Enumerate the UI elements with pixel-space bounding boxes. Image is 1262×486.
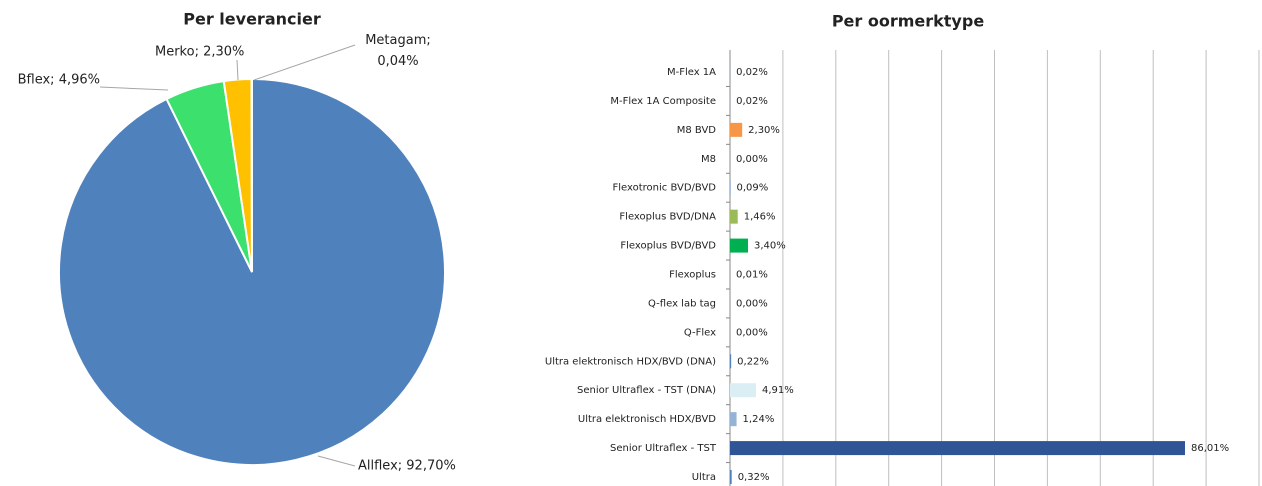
value-label: 0,00% (736, 327, 768, 338)
y-tick-label: Ultra elektronisch HDX/BVD (DNA) (545, 356, 716, 367)
slice-label: Metagam; 0,04% (365, 33, 431, 69)
leader-line (236, 59, 239, 81)
label-line: 0,04% (377, 54, 418, 69)
pie-title: Per leverancier (183, 10, 321, 29)
bar (730, 470, 732, 485)
bar (730, 238, 748, 253)
value-label: 0,00% (736, 154, 768, 165)
slice-label: Bflex; 4,96% (18, 73, 100, 88)
leader-line (99, 86, 169, 91)
leader-line (317, 455, 356, 467)
slice-label: Allflex; 92,70% (358, 459, 456, 474)
y-tick-label: Ultra (692, 472, 716, 483)
slice-label: Merko; 2,30% (155, 45, 244, 60)
bar (730, 383, 756, 398)
y-tick-label: M8 BVD (677, 125, 717, 136)
value-label: 0,00% (736, 298, 768, 309)
y-tick-label: M-Flex 1A (667, 67, 716, 78)
value-label: 0,22% (737, 356, 769, 367)
bar (730, 354, 732, 369)
y-tick-label: Senior Ultraflex - TST (610, 443, 717, 454)
y-tick-label: Q-Flex (684, 327, 716, 338)
bar (730, 441, 1185, 456)
value-label: 4,91% (762, 385, 794, 396)
value-label: 2,30% (748, 125, 780, 136)
y-tick-label: Flexotronic BVD/BVD (612, 183, 716, 194)
y-tick-label: M8 (701, 154, 716, 165)
y-tick-label: Q-flex lab tag (648, 298, 716, 309)
leader-line (253, 44, 356, 81)
value-label: 0,01% (736, 270, 768, 281)
value-label: 1,46% (744, 212, 776, 223)
value-label: 0,09% (736, 183, 768, 194)
value-label: 1,24% (743, 414, 775, 425)
bar (730, 122, 743, 137)
value-label: 0,32% (738, 472, 770, 483)
bar (730, 412, 737, 427)
bar (730, 209, 738, 224)
value-label: 3,40% (754, 241, 786, 252)
y-tick-label: Flexoplus BVD/DNA (619, 212, 716, 223)
value-label: 0,02% (736, 96, 768, 107)
y-tick-label: Ultra elektronisch HDX/BVD (578, 414, 716, 425)
value-label: 86,01% (1191, 443, 1229, 454)
y-tick-label: Senior Ultraflex - TST (DNA) (577, 385, 716, 396)
label-line: Metagam; (365, 33, 431, 48)
value-label: 0,02% (736, 67, 768, 78)
y-tick-label: Flexoplus (669, 270, 716, 281)
y-tick-label: Flexoplus BVD/BVD (620, 241, 716, 252)
bar-title: Per oormerktype (832, 12, 985, 31)
y-tick-label: M-Flex 1A Composite (610, 96, 716, 107)
